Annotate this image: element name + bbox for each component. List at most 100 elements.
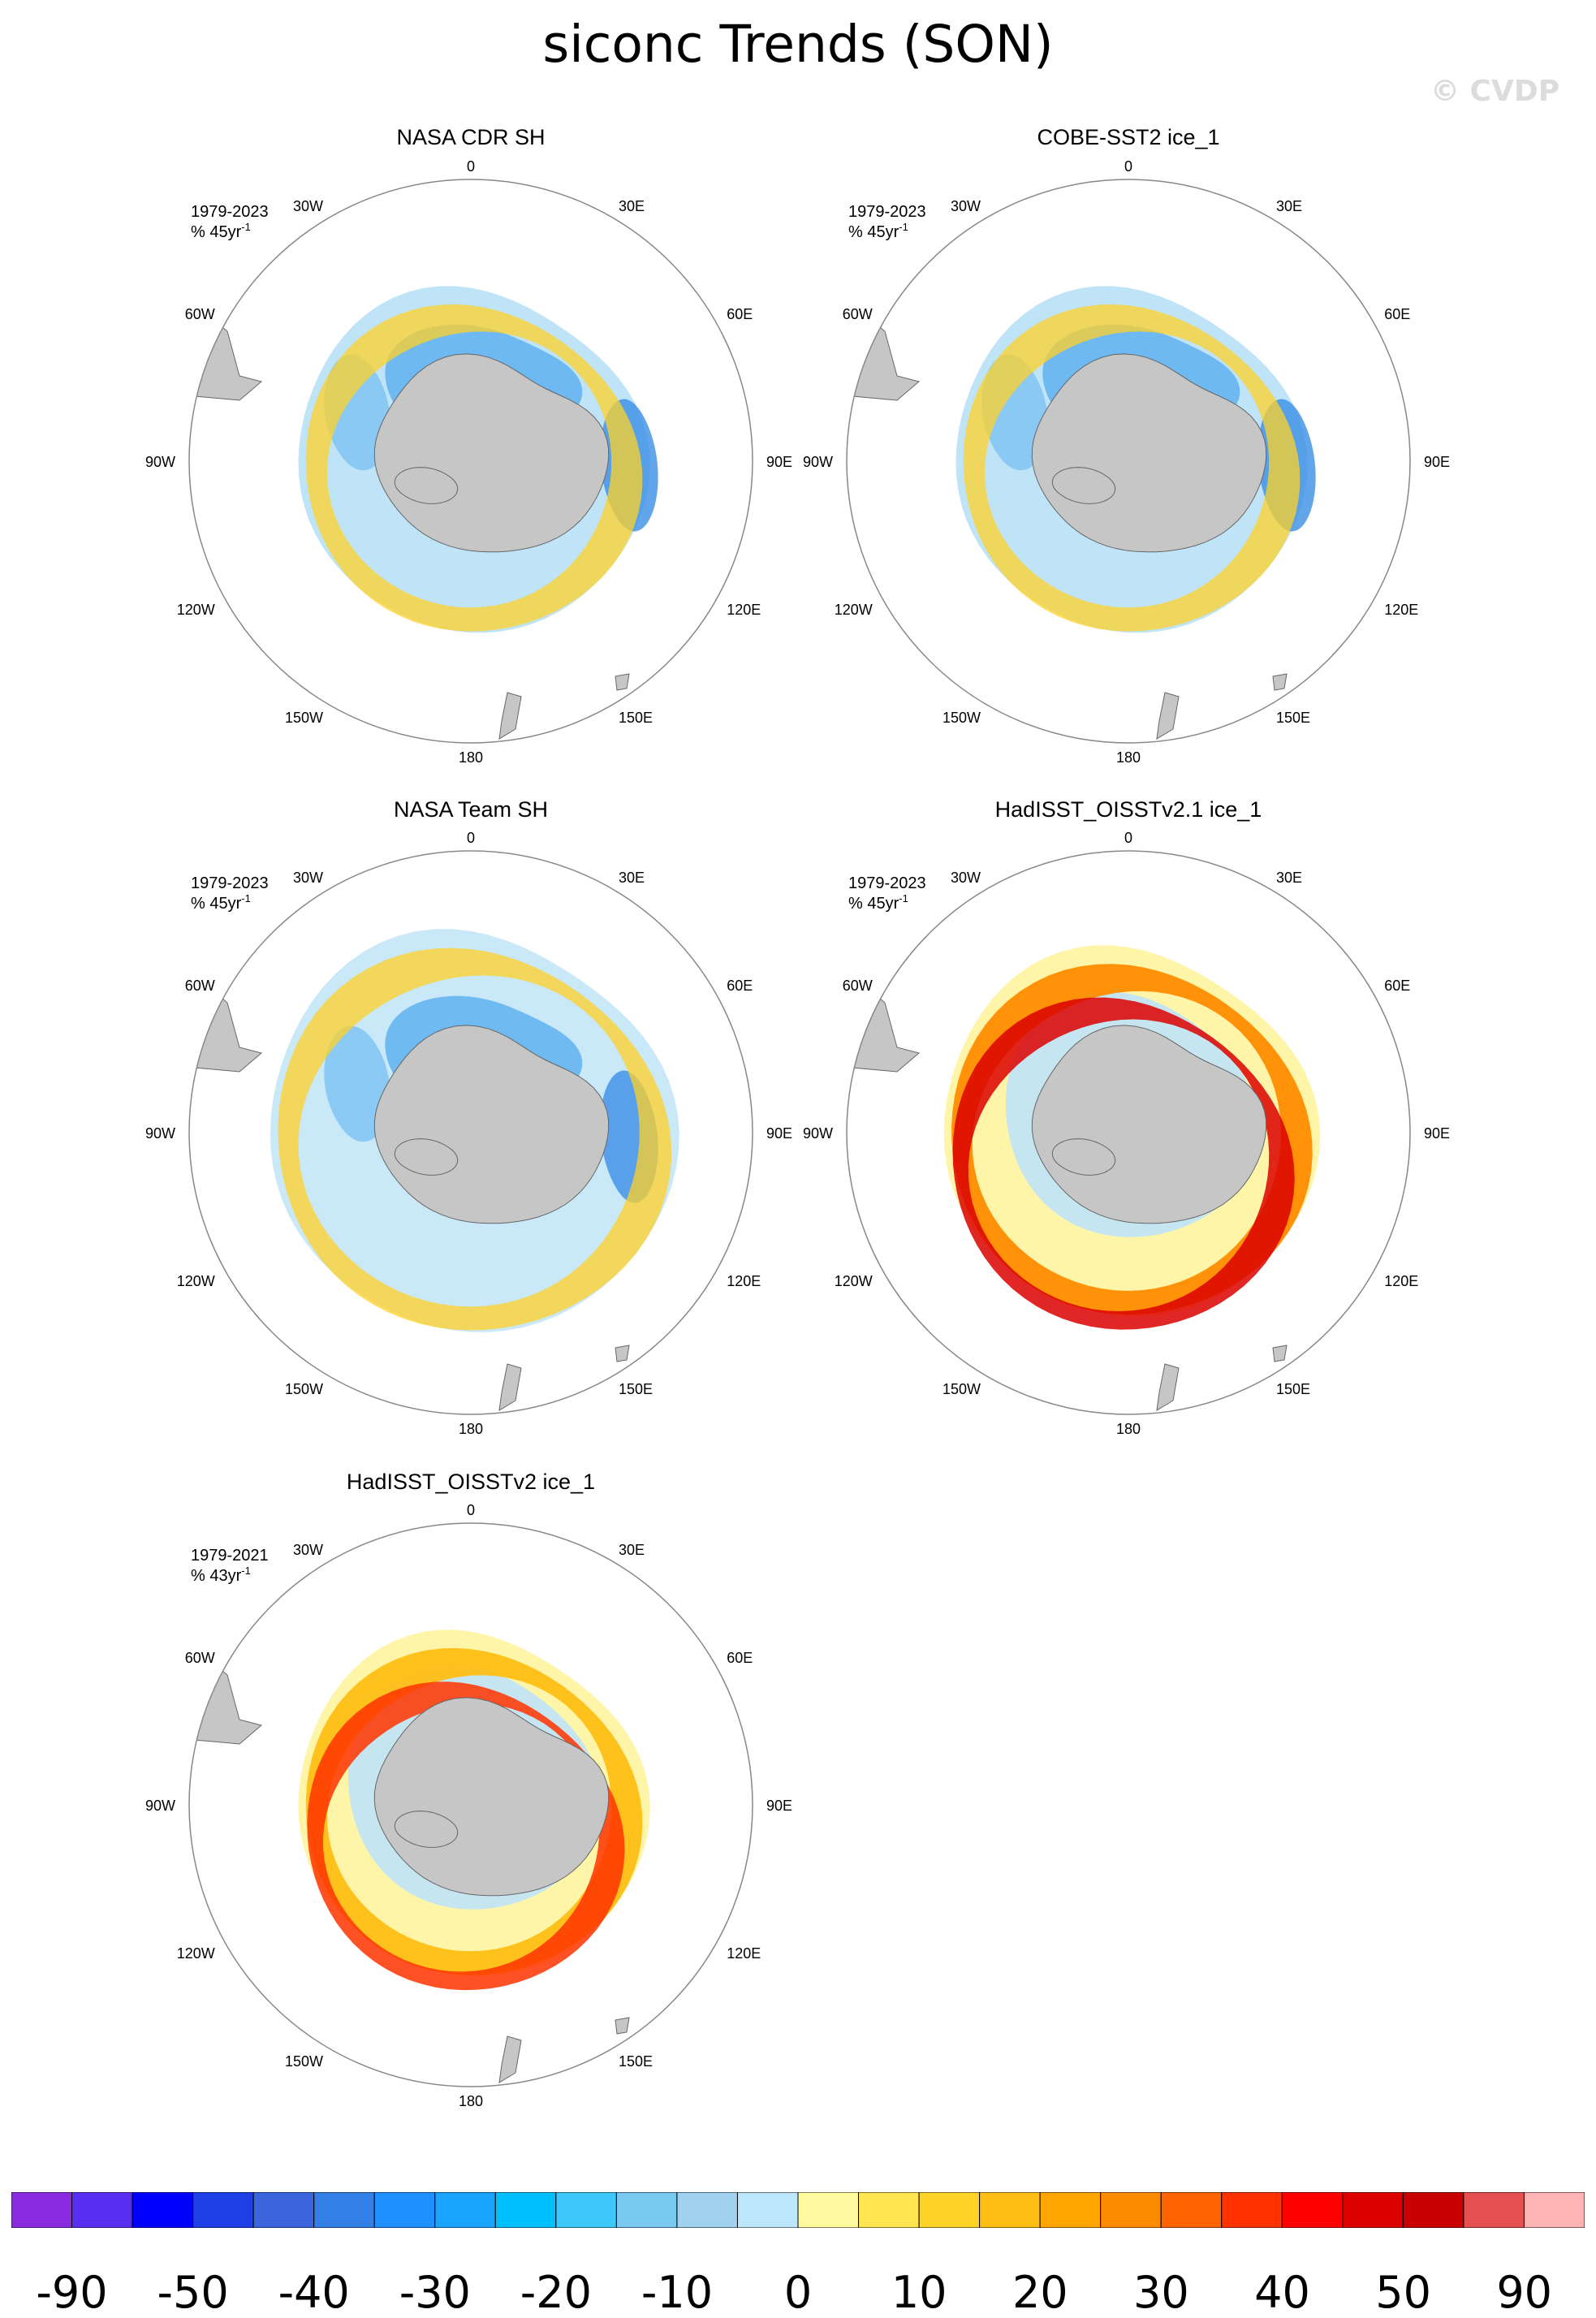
tasmania-land [615, 1345, 630, 1362]
units-exponent: -1 [241, 892, 251, 904]
colorbar-swatch [736, 2192, 799, 2228]
panel-title: HadISST_OISSTv2 ice_1 [347, 1470, 595, 1494]
colorbar-swatch [1221, 2192, 1283, 2228]
map-boundary [188, 179, 753, 744]
colorbar-tick-label: 10 [891, 2267, 947, 2318]
tasmania-land [615, 2017, 630, 2035]
period-label: 1979-2023 [848, 203, 926, 221]
colorbar-tick-label: 90 [1496, 2267, 1553, 2318]
longitude-label: 90E [1424, 454, 1450, 470]
colorbar-swatch [918, 2192, 981, 2228]
longitude-label: 150E [619, 2053, 653, 2070]
units-exponent: -1 [899, 221, 908, 233]
longitude-label: 150W [285, 2053, 323, 2070]
colorbar-swatch [1523, 2192, 1585, 2228]
colorbar-tick-label: -10 [641, 2267, 714, 2318]
new-zealand-land [498, 692, 522, 740]
longitude-label: 60W [843, 978, 873, 994]
panel-title: HadISST_OISSTv2.1 ice_1 [995, 797, 1262, 822]
longitude-label: 150E [619, 710, 653, 726]
longitude-label: 120W [835, 1273, 873, 1289]
south-america-land [194, 1654, 263, 1745]
colorbar-tick-label: -50 [157, 2267, 229, 2318]
colorbar-tick-label: -20 [520, 2267, 592, 2318]
longitude-label: 60W [185, 978, 215, 994]
colorbar-swatch [555, 2192, 617, 2228]
colorbar-swatch [1160, 2192, 1223, 2228]
colorbar-swatch [858, 2192, 920, 2228]
units-label: % 45yr-1 [848, 221, 908, 241]
longitude-label: 30E [1276, 198, 1302, 214]
longitude-label: 0 [467, 1502, 475, 1518]
longitude-label: 120E [727, 1273, 761, 1289]
new-zealand-land [1156, 1363, 1180, 1411]
longitude-label: 30E [1276, 870, 1302, 886]
longitude-label: 0 [1124, 830, 1132, 846]
colorbar-tick-label: 50 [1375, 2267, 1431, 2318]
colorbar-tick-label: 40 [1254, 2267, 1310, 2318]
units-exponent: -1 [241, 1565, 251, 1577]
longitude-label: 30E [619, 870, 645, 886]
longitude-label: 90E [1424, 1125, 1450, 1142]
colorbar-swatch [676, 2192, 738, 2228]
longitude-label: 180 [459, 749, 483, 766]
polar-maps: NASA CDR SH 0 30E 60E 90E 120E 150E 180 150W 120W… [145, 125, 1450, 2109]
tasmania-land [1272, 1345, 1288, 1362]
panel-title: NASA CDR SH [396, 125, 545, 149]
map-panel: NASA Team SH 0 30E 60E 90E 120E 150E 180 150W 120… [145, 797, 792, 1437]
colorbar-swatch [797, 2192, 860, 2228]
longitude-label: 120E [1384, 1273, 1418, 1289]
longitude-label: 60E [727, 1650, 753, 1666]
longitude-label: 120E [727, 602, 761, 618]
colorbar-swatch [1100, 2192, 1162, 2228]
longitude-label: 60E [727, 978, 753, 994]
longitude-label: 150E [1276, 1381, 1310, 1397]
colorbar-swatch [615, 2192, 678, 2228]
units-exponent: -1 [241, 221, 251, 233]
longitude-label: 120W [177, 1273, 215, 1289]
longitude-label: 90W [145, 1125, 175, 1142]
colorbar-swatch [71, 2192, 133, 2228]
longitude-label: 90W [803, 454, 833, 470]
longitude-label: 90W [803, 1125, 833, 1142]
longitude-label: 120W [177, 602, 215, 618]
new-zealand-land [498, 2035, 522, 2083]
south-america-land [852, 310, 921, 401]
period-label: 1979-2023 [848, 874, 926, 892]
map-boundary [846, 850, 1411, 1415]
longitude-label: 150E [619, 1381, 653, 1397]
longitude-label: 0 [467, 158, 475, 175]
antarctic-peninsula-land [1051, 1138, 1116, 1176]
longitude-label: 60E [727, 306, 753, 322]
period-label: 1979-2023 [191, 874, 269, 892]
longitude-label: 150W [285, 1381, 323, 1397]
colorbar-tick-label: 0 [783, 2267, 813, 2318]
units-exponent: -1 [899, 892, 908, 904]
colorbar-tick-label: -40 [278, 2267, 350, 2318]
longitude-label: 90E [766, 1798, 792, 1814]
longitude-label: 150W [943, 1381, 981, 1397]
longitude-label: 90W [145, 454, 175, 470]
period-label: 1979-2021 [191, 1547, 269, 1565]
longitude-label: 30W [951, 198, 981, 214]
longitude-label: 60E [1384, 978, 1410, 994]
longitude-label: 30W [293, 1542, 323, 1558]
longitude-label: 30W [951, 870, 981, 886]
colorbar-swatch [373, 2192, 436, 2228]
longitude-label: 120E [727, 1945, 761, 1962]
colorbar-tick-label: -30 [399, 2267, 471, 2318]
colorbar-tick-label: 30 [1133, 2267, 1189, 2318]
units-label: % 45yr-1 [191, 221, 251, 241]
colorbar-swatch [313, 2192, 375, 2228]
colorbar-swatch [1039, 2192, 1102, 2228]
longitude-label: 150E [1276, 710, 1310, 726]
longitude-label: 180 [1116, 1421, 1141, 1437]
longitude-label: 180 [459, 2093, 483, 2109]
units-label: % 43yr-1 [191, 1565, 251, 1585]
antarctic-peninsula-land [1051, 467, 1116, 504]
antarctic-peninsula-land [394, 1138, 459, 1176]
longitude-label: 60W [185, 306, 215, 322]
antarctic-peninsula-land [394, 467, 459, 504]
longitude-label: 60W [843, 306, 873, 322]
colorbar-swatch [1402, 2192, 1464, 2228]
